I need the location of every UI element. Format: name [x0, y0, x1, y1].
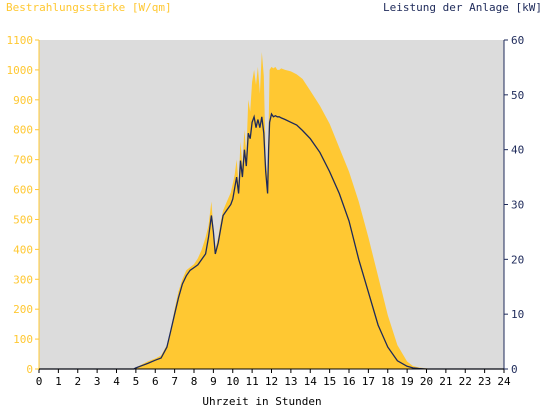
- x-tick-label: 20: [420, 375, 433, 388]
- x-tick-label: 22: [459, 375, 472, 388]
- y-left-tick-label: 600: [13, 184, 33, 197]
- x-tick-label: 6: [152, 375, 159, 388]
- x-tick-label: 19: [401, 375, 414, 388]
- x-tick-label: 13: [284, 375, 297, 388]
- x-tick-label: 23: [478, 375, 491, 388]
- y-right-tick-label: 40: [511, 144, 524, 157]
- x-tick-label: 2: [74, 375, 81, 388]
- power-line: [39, 112, 504, 370]
- x-tick-label: 0: [36, 375, 43, 388]
- y-left-tick-label: 100: [13, 333, 33, 346]
- y-left-tick-label: 200: [13, 303, 33, 316]
- y-left-tick-label: 500: [13, 213, 33, 226]
- x-tick-label: 17: [362, 375, 375, 388]
- x-tick-label: 14: [304, 375, 318, 388]
- x-tick-label: 4: [113, 375, 120, 388]
- left-axis-title: Bestrahlungsstärke [W/qm]: [6, 1, 172, 14]
- y-left-tick-label: 400: [13, 243, 33, 256]
- y-right-tick-label: 60: [511, 34, 524, 47]
- y-left-tick-label: 1000: [7, 64, 34, 77]
- y-left-tick-label: 800: [13, 124, 33, 137]
- x-axis-label: Uhrzeit in Stunden: [202, 395, 321, 408]
- x-tick-label: 3: [94, 375, 101, 388]
- x-tick-label: 1: [55, 375, 62, 388]
- y-right-tick-label: 0: [511, 363, 518, 376]
- x-tick-label: 15: [323, 375, 336, 388]
- x-tick-label: 12: [265, 375, 278, 388]
- y-right-tick-label: 20: [511, 253, 524, 266]
- x-tick-label: 9: [210, 375, 217, 388]
- y-right-tick-label: 10: [511, 308, 524, 321]
- irradiance-area: [39, 52, 504, 369]
- x-tick-label: 21: [439, 375, 452, 388]
- y-left-tick-label: 0: [26, 363, 33, 376]
- y-left-tick-label: 300: [13, 273, 33, 286]
- x-tick-label: 11: [246, 375, 259, 388]
- x-tick-label: 16: [342, 375, 355, 388]
- y-left-tick-label: 700: [13, 154, 33, 167]
- right-axis-title: Leistung der Anlage [kW]: [383, 1, 542, 14]
- x-tick-label: 7: [171, 375, 178, 388]
- y-right-tick-label: 50: [511, 89, 524, 102]
- x-tick-label: 5: [133, 375, 140, 388]
- x-tick-label: 10: [226, 375, 239, 388]
- y-right-tick-label: 30: [511, 199, 524, 212]
- y-left-tick-label: 1100: [7, 34, 34, 47]
- y-left-tick-label: 900: [13, 94, 33, 107]
- x-tick-label: 24: [497, 375, 511, 388]
- x-tick-label: 8: [191, 375, 198, 388]
- x-tick-label: 18: [381, 375, 394, 388]
